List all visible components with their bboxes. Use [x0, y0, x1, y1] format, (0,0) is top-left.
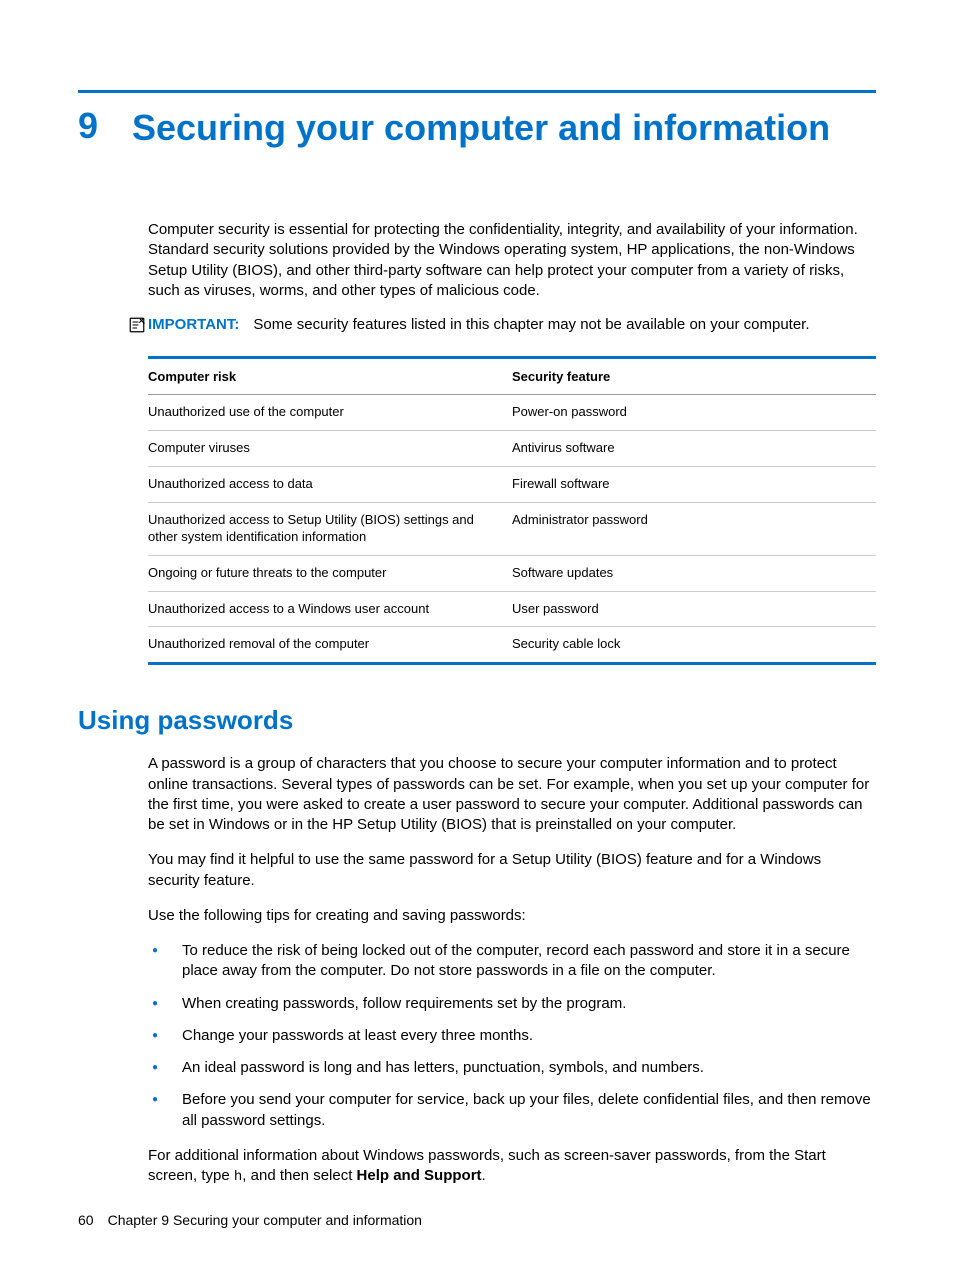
- passwords-p2: You may find it helpful to use the same …: [148, 850, 876, 891]
- cell-risk: Computer viruses: [148, 431, 512, 467]
- footer-page-number: 60: [78, 1212, 94, 1228]
- footer-text: Chapter 9 Securing your computer and inf…: [108, 1212, 422, 1228]
- list-item: Before you send your computer for servic…: [148, 1090, 876, 1131]
- top-rule: [78, 90, 876, 93]
- table-row: Unauthorized access to dataFirewall soft…: [148, 467, 876, 503]
- cell-feature: Power-on password: [512, 395, 876, 431]
- cell-feature: Software updates: [512, 555, 876, 591]
- list-item: An ideal password is long and has letter…: [148, 1058, 876, 1078]
- passwords-p3: Use the following tips for creating and …: [148, 906, 876, 926]
- passwords-p4: For additional information about Windows…: [148, 1146, 876, 1187]
- passwords-p1: A password is a group of characters that…: [148, 754, 876, 835]
- security-table: Computer risk Security feature Unauthori…: [148, 356, 876, 665]
- cell-feature: Security cable lock: [512, 627, 876, 664]
- chapter-header: 9 Securing your computer and information: [78, 105, 876, 150]
- table-row: Unauthorized access to a Windows user ac…: [148, 591, 876, 627]
- table-row: Unauthorized use of the computerPower-on…: [148, 395, 876, 431]
- cell-risk: Unauthorized access to Setup Utility (BI…: [148, 502, 512, 555]
- important-text: Some security features listed in this ch…: [253, 316, 809, 333]
- table-row: Unauthorized access to Setup Utility (BI…: [148, 502, 876, 555]
- chapter-number: 9: [78, 105, 132, 147]
- page-footer: 60 Chapter 9 Securing your computer and i…: [78, 1212, 422, 1228]
- intro-paragraph: Computer security is essential for prote…: [148, 220, 876, 301]
- table-header-feature: Security feature: [512, 358, 876, 395]
- p4-bold: Help and Support: [357, 1167, 482, 1184]
- cell-risk: Unauthorized access to data: [148, 467, 512, 503]
- cell-feature: User password: [512, 591, 876, 627]
- cell-feature: Administrator password: [512, 502, 876, 555]
- cell-risk: Unauthorized use of the computer: [148, 395, 512, 431]
- list-item: Change your passwords at least every thr…: [148, 1026, 876, 1046]
- p4-post: .: [482, 1167, 486, 1184]
- chapter-title: Securing your computer and information: [132, 105, 830, 150]
- tips-list: To reduce the risk of being locked out o…: [148, 941, 876, 1131]
- table-row: Computer virusesAntivirus software: [148, 431, 876, 467]
- note-icon: [128, 316, 148, 340]
- cell-risk: Unauthorized access to a Windows user ac…: [148, 591, 512, 627]
- important-label: IMPORTANT:: [148, 316, 239, 333]
- cell-feature: Antivirus software: [512, 431, 876, 467]
- table-header-risk: Computer risk: [148, 358, 512, 395]
- table-row: Unauthorized removal of the computerSecu…: [148, 627, 876, 664]
- table-row: Ongoing or future threats to the compute…: [148, 555, 876, 591]
- cell-risk: Unauthorized removal of the computer: [148, 627, 512, 664]
- list-item: When creating passwords, follow requirem…: [148, 994, 876, 1014]
- cell-feature: Firewall software: [512, 467, 876, 503]
- p4-mid: , and then select: [242, 1167, 356, 1184]
- list-item: To reduce the risk of being locked out o…: [148, 941, 876, 982]
- important-note: IMPORTANT: Some security features listed …: [128, 315, 876, 340]
- section-heading: Using passwords: [78, 705, 876, 736]
- cell-risk: Ongoing or future threats to the compute…: [148, 555, 512, 591]
